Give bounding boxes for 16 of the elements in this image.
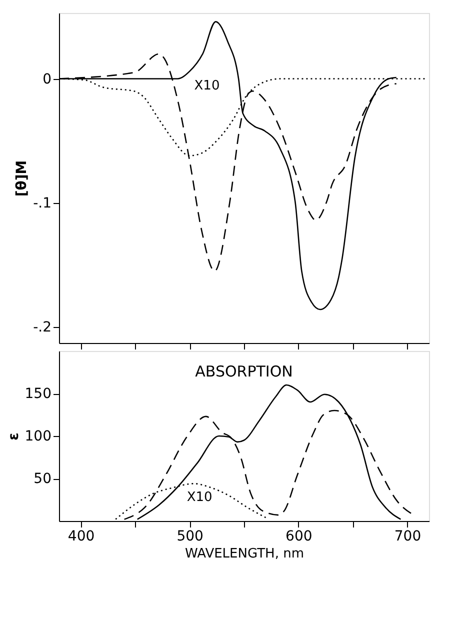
x-tick-label: 500 [176,528,204,544]
y-tick-label: 0 [42,71,52,88]
y-tick-label: -.2 [33,319,52,336]
annotation: X10 [186,490,212,506]
y-axis-title: ε [6,432,22,440]
annotation: ABSORPTION [195,362,293,380]
x-tick-label: 700 [394,528,422,544]
x-tick-label: 400 [68,528,95,544]
y-tick-label: 50 [34,471,52,487]
y-axis-title: [θ]M [14,160,30,197]
x-axis-title: WAVELENGTH, nm [185,546,304,562]
y-tick-label: 100 [24,428,52,444]
annotation: X10 [194,78,220,94]
x-tick-label: 600 [286,528,312,544]
y-tick-label: -.1 [33,195,52,212]
y-tick-label: 150 [24,386,52,402]
